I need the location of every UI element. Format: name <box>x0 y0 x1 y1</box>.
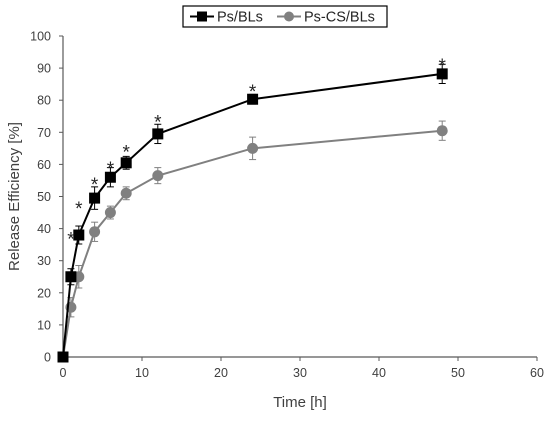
data-point <box>89 192 101 204</box>
x-axis-title: Time [h] <box>273 394 327 411</box>
y-tick-label: 80 <box>37 94 51 108</box>
axes <box>59 35 538 361</box>
significance-asterisk: * <box>75 199 83 220</box>
data-point <box>57 351 69 363</box>
legend-label: Ps/BLs <box>217 10 263 26</box>
legend-item-1: Ps/BLs <box>190 10 263 26</box>
data-point <box>104 207 116 219</box>
tick-labels: 0 10 20 30 40 50 60 0 10 20 30 40 50 60 70 80 90 100 <box>30 30 544 381</box>
data-point <box>65 271 77 283</box>
y-tick-label: 100 <box>30 30 51 44</box>
y-tick-label: 40 <box>37 222 51 236</box>
x-tick-label: 0 <box>60 366 67 380</box>
data-point <box>120 157 132 169</box>
data-point <box>73 229 85 241</box>
y-tick-label: 70 <box>37 126 51 140</box>
legend: Ps/BLs Ps-CS/BLs <box>182 5 388 28</box>
data-point <box>436 125 448 137</box>
significance-asterisk: * <box>438 56 446 77</box>
data-point <box>120 187 132 199</box>
annotation-layer: ******** <box>67 56 446 250</box>
y-tick-label: 30 <box>37 254 51 268</box>
significance-asterisk: * <box>107 159 115 180</box>
legend-items: Ps/BLs Ps-CS/BLs <box>190 10 375 26</box>
data-point <box>436 68 448 80</box>
data-point <box>104 171 116 183</box>
x-tick-label: 20 <box>214 366 228 380</box>
significance-asterisk: * <box>122 143 130 164</box>
y-tick-label: 90 <box>37 62 51 76</box>
data-point <box>247 142 259 154</box>
significance-asterisk: * <box>154 112 162 133</box>
series-1 <box>57 63 448 363</box>
y-tick-label: 50 <box>37 190 51 204</box>
data-point <box>89 226 101 238</box>
y-tick-label: 20 <box>37 286 51 300</box>
significance-asterisk: * <box>249 82 257 103</box>
data-point <box>152 128 164 140</box>
data-point <box>247 93 259 105</box>
x-tick-label: 50 <box>451 366 465 380</box>
series-line <box>62 129 443 358</box>
data-point <box>152 170 164 182</box>
legend-marker <box>197 11 207 22</box>
x-tick-label: 10 <box>135 366 149 380</box>
legend-label: Ps-CS/BLs <box>304 10 375 26</box>
legend-marker <box>284 11 294 22</box>
y-tick-label: 60 <box>37 158 51 172</box>
series-2 <box>57 120 448 363</box>
y-tick-label: 0 <box>44 351 51 365</box>
series-layer <box>57 63 448 363</box>
series-line <box>62 72 443 358</box>
x-tick-label: 40 <box>372 366 386 380</box>
x-tick-label: 30 <box>293 366 307 380</box>
legend-item-2: Ps-CS/BLs <box>277 10 375 26</box>
y-tick-label: 10 <box>37 318 51 332</box>
significance-asterisk: * <box>67 229 75 250</box>
y-axis-title: Release Efficiency [%] <box>6 122 23 271</box>
x-tick-label: 60 <box>530 366 544 380</box>
significance-asterisk: * <box>91 175 99 196</box>
